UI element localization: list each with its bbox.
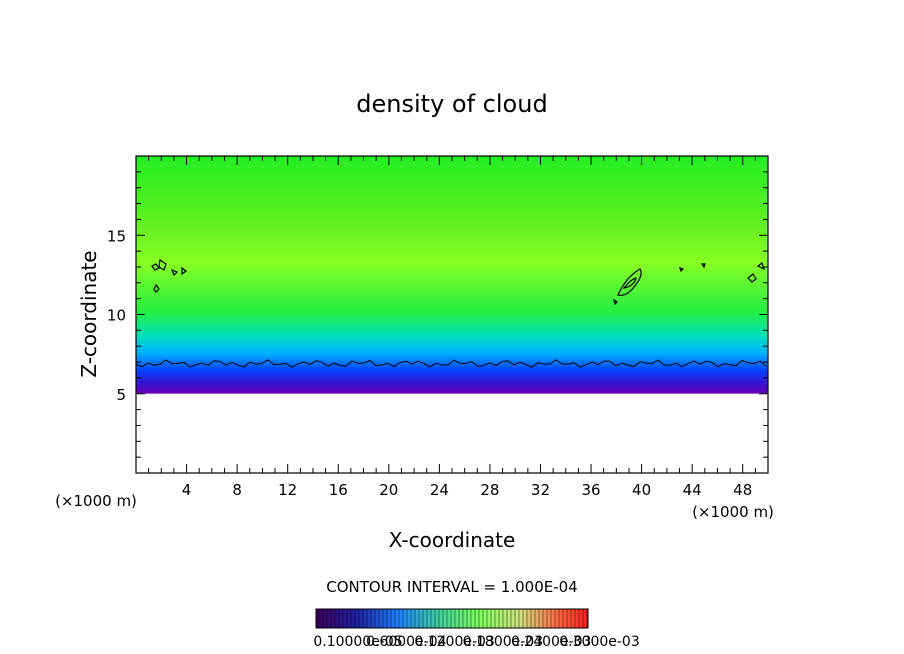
- y-axis-label: Z-coordinate: [77, 250, 101, 377]
- x-tick-label: 16: [329, 481, 348, 499]
- chart-title: density of cloud: [356, 90, 547, 118]
- x-axis-label: X-coordinate: [389, 528, 516, 552]
- colorbar: [315, 608, 589, 629]
- plot-area: [136, 156, 768, 473]
- x-tick-label: 4: [182, 481, 192, 499]
- contour-cluster-edge: [679, 262, 766, 283]
- y-tick-label: 15: [107, 227, 126, 245]
- colorbar-ramp: [315, 608, 589, 629]
- colorbar-labels: 0.10000e-050.6000e-040.1200e-030.1800e-0…: [313, 634, 639, 650]
- x-axis: 4 8 12 16 20 24 28 32 36 40 44 48: [148, 156, 756, 499]
- y-axis: 5 10 15: [107, 171, 768, 458]
- x-tick-label: 12: [278, 481, 297, 499]
- x-tick-label: 44: [683, 481, 702, 499]
- x-tick-label: 24: [430, 481, 449, 499]
- x-tick-label: 32: [531, 481, 550, 499]
- colorbar-label: 0.10000e-05: [313, 634, 402, 650]
- x-tick-label: 36: [581, 481, 600, 499]
- contour-cluster-right: [613, 268, 642, 306]
- contour-clusters: [151, 258, 766, 306]
- colorbar-label: 0.3000e-03: [559, 634, 639, 650]
- y-tick-label: 5: [116, 386, 126, 404]
- x-tick-label: 40: [632, 481, 651, 499]
- contour-cluster-left: [151, 258, 187, 293]
- cloud-density-field: [136, 156, 768, 394]
- colorbar-label: 0.6000e-04: [366, 634, 447, 650]
- colorbar-stripes: [318, 609, 588, 628]
- contour-line: [136, 359, 767, 368]
- x-tick-label: 8: [232, 481, 242, 499]
- colorbar-label: 0.1200e-03: [414, 634, 494, 650]
- x-unit-right: (×1000 m): [692, 503, 774, 521]
- x-tick-label: 28: [480, 481, 499, 499]
- colorbar-label: 0.1800e-03: [463, 634, 543, 650]
- x-unit-left: (×1000 m): [55, 492, 137, 510]
- x-tick-label: 48: [733, 481, 752, 499]
- colorbar-label: 0.2400e-03: [511, 634, 591, 650]
- x-tick-label: 20: [379, 481, 398, 499]
- y-tick-label: 10: [107, 307, 126, 325]
- contour-interval-text: CONTOUR INTERVAL = 1.000E-04: [326, 578, 577, 596]
- clear-air-region: [136, 393, 768, 473]
